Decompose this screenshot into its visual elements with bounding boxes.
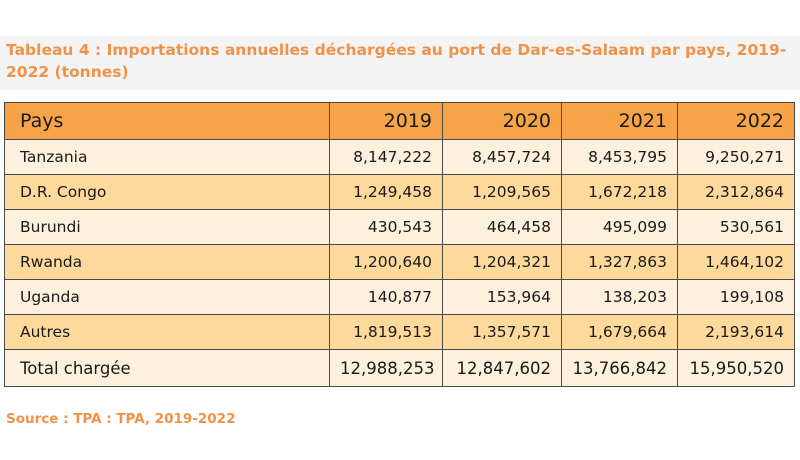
table-row-burundi: Burundi 430,543 464,458 495,099 530,561: [4, 209, 795, 245]
total-value-cell: 13,766,842: [561, 349, 678, 387]
value-cell: 9,250,271: [677, 139, 795, 175]
country-cell: Uganda: [4, 279, 330, 315]
source-note: Source : TPA : TPA, 2019-2022: [6, 411, 236, 427]
header-pays: Pays: [4, 102, 330, 140]
total-value-cell: 15,950,520: [677, 349, 795, 387]
table-row-total: Total chargée 12,988,253 12,847,602 13,7…: [4, 349, 795, 387]
value-cell: 8,453,795: [561, 139, 678, 175]
total-value-cell: 12,847,602: [442, 349, 562, 387]
country-cell: Autres: [4, 314, 330, 350]
value-cell: 1,327,863: [561, 244, 678, 280]
value-cell: 495,099: [561, 209, 678, 245]
value-cell: 464,458: [442, 209, 562, 245]
value-cell: 153,964: [442, 279, 562, 315]
header-row: Pays 2019 2020 2021 2022: [4, 102, 795, 140]
table-row-uganda: Uganda 140,877 153,964 138,203 199,108: [4, 279, 795, 315]
value-cell: 1,249,458: [329, 174, 443, 210]
country-cell: Rwanda: [4, 244, 330, 280]
imports-table: Pays 2019 2020 2021 2022 Tanzania 8,147,…: [4, 102, 795, 387]
value-cell: 140,877: [329, 279, 443, 315]
value-cell: 2,312,864: [677, 174, 795, 210]
title-band: [0, 36, 800, 90]
value-cell: 1,819,513: [329, 314, 443, 350]
value-cell: 2,193,614: [677, 314, 795, 350]
table-title: Tableau 4 : Importations annuelles décha…: [6, 41, 787, 81]
value-cell: 1,204,321: [442, 244, 562, 280]
table-row-dr-congo: D.R. Congo 1,249,458 1,209,565 1,672,218…: [4, 174, 795, 210]
total-value-cell: 12,988,253: [329, 349, 443, 387]
country-cell: D.R. Congo: [4, 174, 330, 210]
value-cell: 8,147,222: [329, 139, 443, 175]
value-cell: 138,203: [561, 279, 678, 315]
value-cell: 8,457,724: [442, 139, 562, 175]
value-cell: 1,357,571: [442, 314, 562, 350]
value-cell: 430,543: [329, 209, 443, 245]
table-row-autres: Autres 1,819,513 1,357,571 1,679,664 2,1…: [4, 314, 795, 350]
country-cell: Burundi: [4, 209, 330, 245]
header-2020: 2020: [442, 102, 562, 140]
value-cell: 1,679,664: [561, 314, 678, 350]
value-cell: 530,561: [677, 209, 795, 245]
value-cell: 1,464,102: [677, 244, 795, 280]
value-cell: 1,209,565: [442, 174, 562, 210]
table-row-tanzania: Tanzania 8,147,222 8,457,724 8,453,795 9…: [4, 139, 795, 175]
total-label-cell: Total chargée: [4, 349, 330, 387]
value-cell: 1,672,218: [561, 174, 678, 210]
header-2019: 2019: [329, 102, 443, 140]
header-2021: 2021: [561, 102, 678, 140]
table-row-rwanda: Rwanda 1,200,640 1,204,321 1,327,863 1,4…: [4, 244, 795, 280]
header-2022: 2022: [677, 102, 795, 140]
value-cell: 1,200,640: [329, 244, 443, 280]
value-cell: 199,108: [677, 279, 795, 315]
country-cell: Tanzania: [4, 139, 330, 175]
